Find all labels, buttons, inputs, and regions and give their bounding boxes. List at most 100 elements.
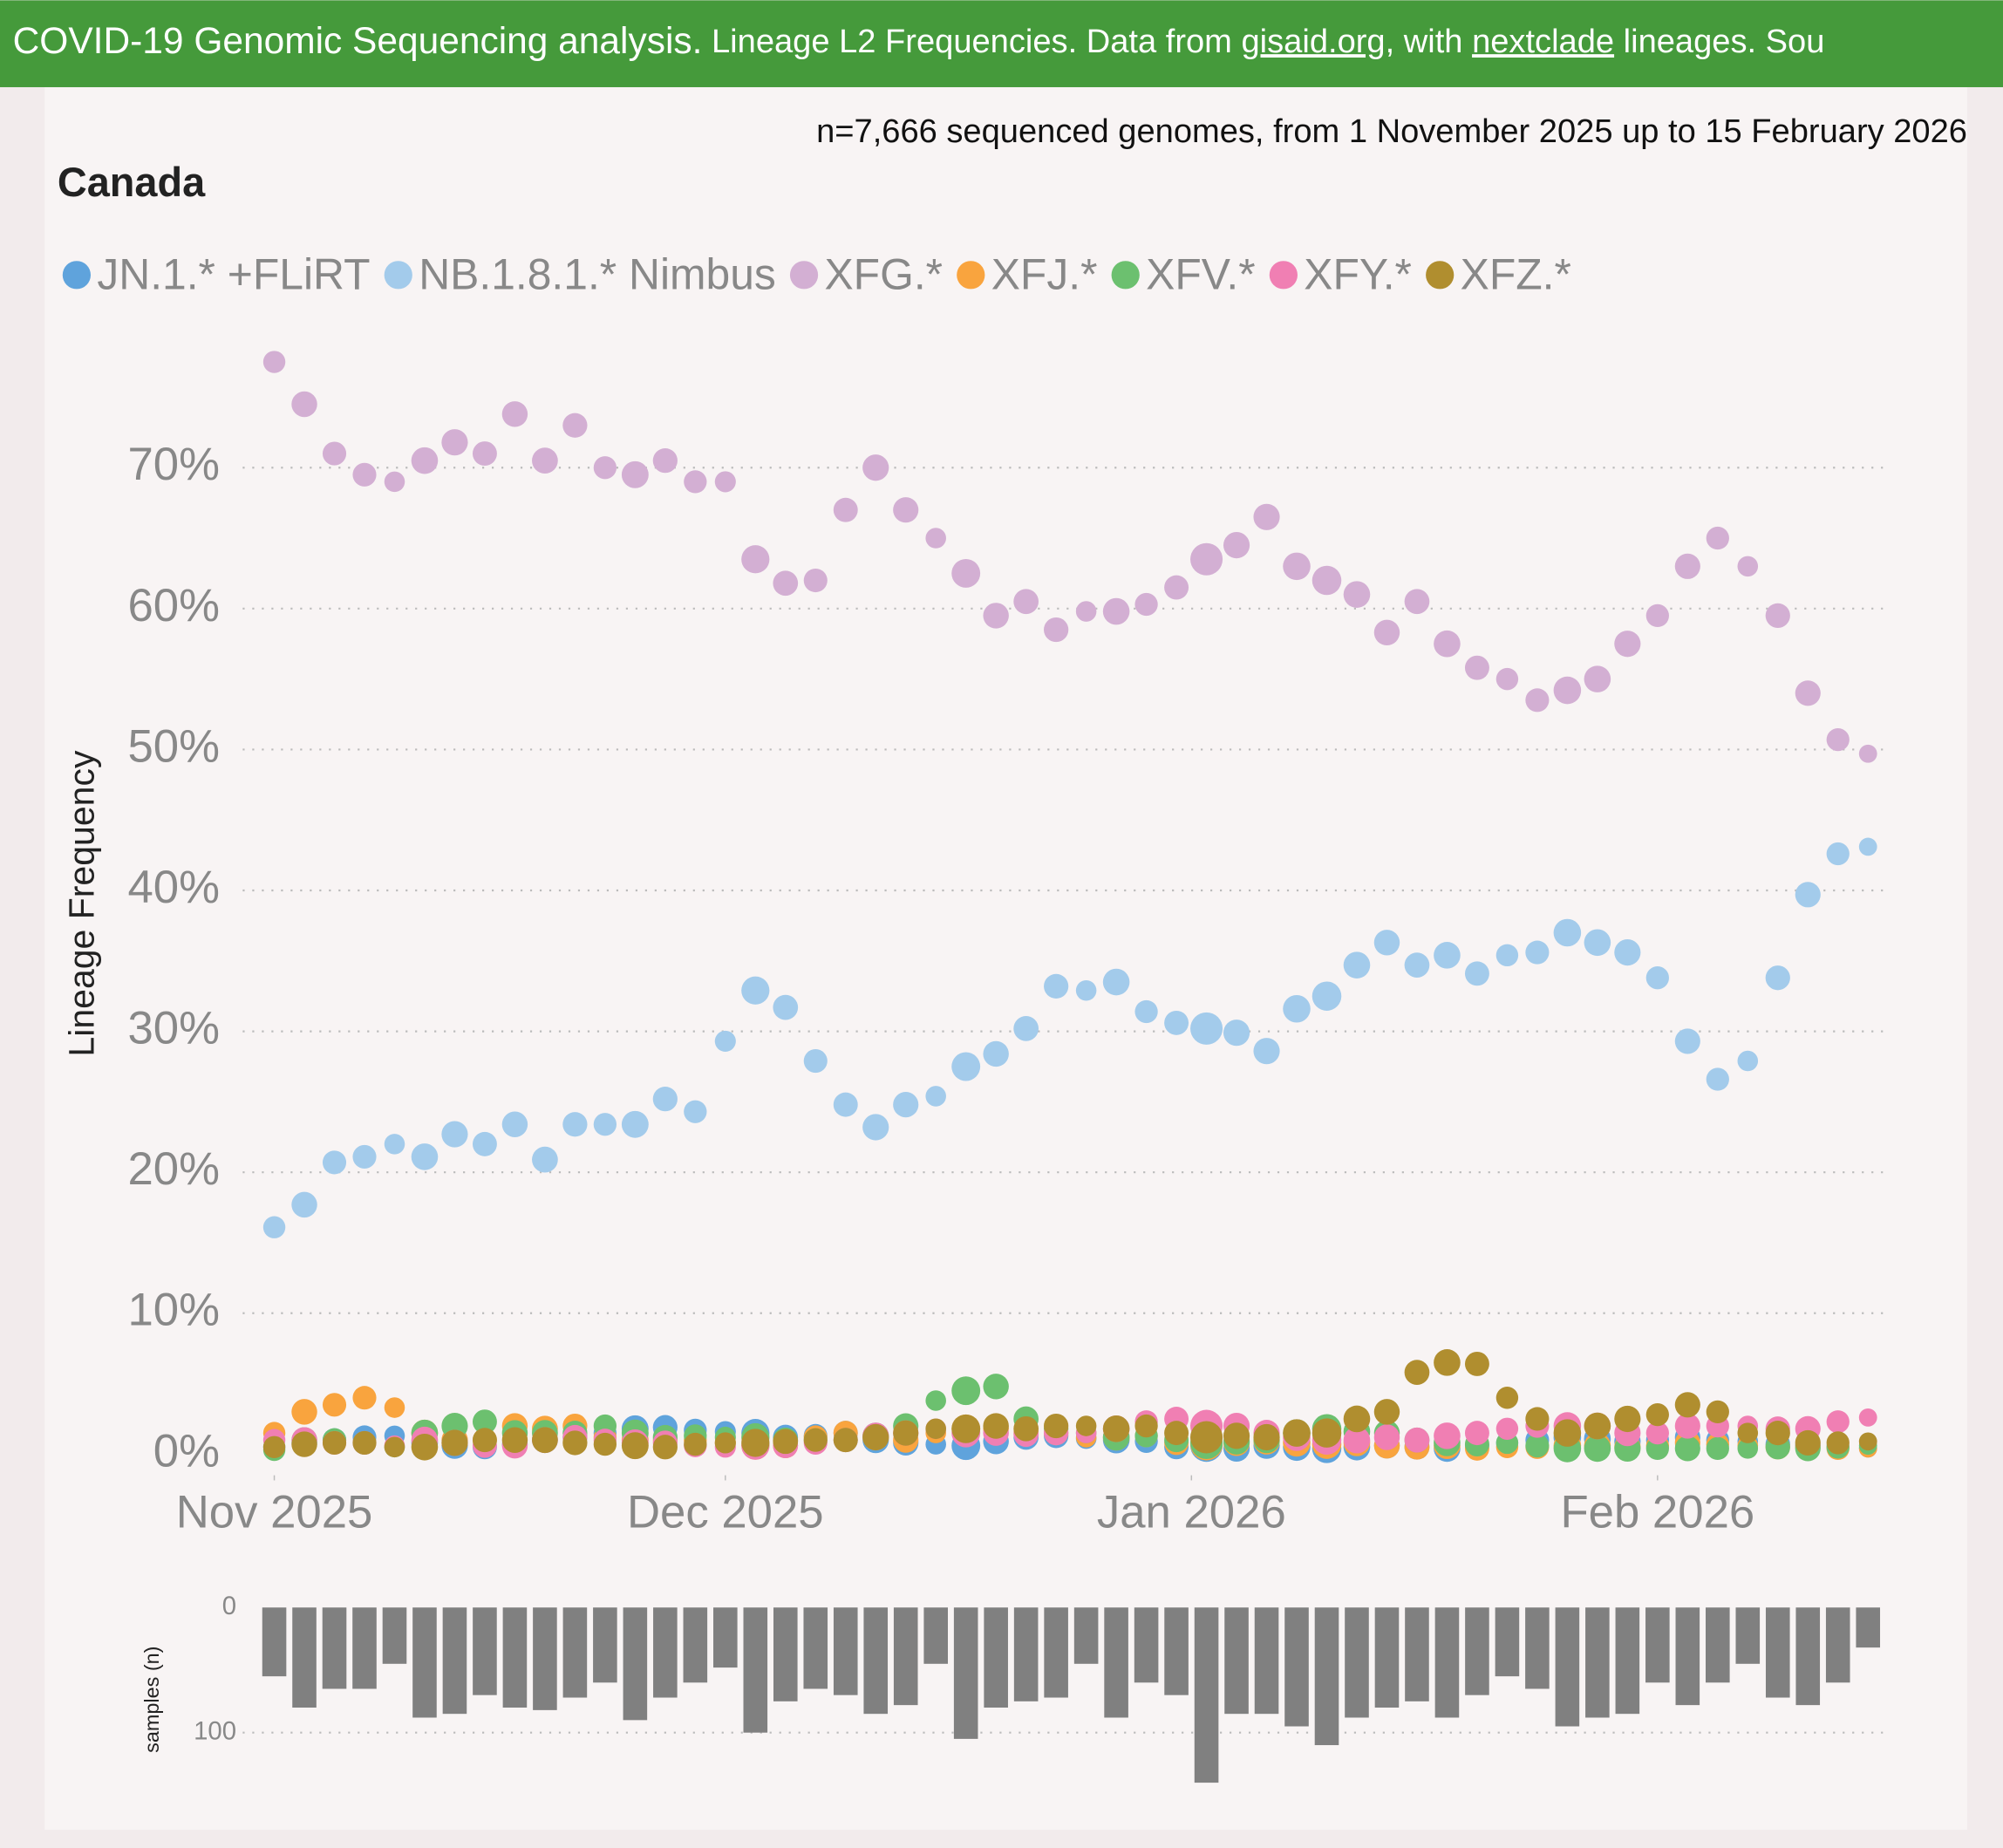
data-point — [472, 1131, 497, 1156]
legend: JN.1.* +FLiRT NB.1.8.1.* Nimbus XFG.* XFJ.*… — [62, 249, 1571, 298]
data-point — [951, 1052, 981, 1081]
bar — [1254, 1607, 1279, 1715]
data-point — [1253, 1038, 1280, 1065]
data-point — [1102, 1415, 1130, 1442]
data-point — [384, 1397, 405, 1418]
legend-label: XFG.* — [824, 249, 943, 298]
data-point — [1674, 1028, 1700, 1054]
data-point — [1223, 1019, 1250, 1047]
data-point — [621, 1110, 649, 1138]
data-point — [1075, 601, 1097, 622]
data-point — [411, 447, 439, 474]
bar — [292, 1607, 317, 1708]
data-point — [925, 1390, 946, 1411]
data-point — [1283, 1419, 1311, 1447]
data-point — [562, 1430, 588, 1456]
bar — [923, 1607, 948, 1664]
y-tick-label: 0 — [222, 1592, 236, 1620]
bar — [1615, 1607, 1640, 1715]
data-point — [1434, 1422, 1461, 1449]
data-point — [411, 1433, 439, 1461]
data-point — [621, 1432, 649, 1460]
data-point — [951, 558, 981, 588]
y-tick-label: 100 — [194, 1716, 236, 1745]
data-point — [1134, 999, 1158, 1024]
data-point — [1495, 667, 1519, 691]
header-part: COVID-19 Genomic Sequencing analysis. — [13, 21, 703, 62]
data-point — [472, 1409, 497, 1435]
data-point — [773, 994, 799, 1020]
data-point — [532, 447, 558, 474]
bar — [773, 1607, 798, 1701]
data-point — [1584, 929, 1611, 957]
data-point — [1645, 603, 1669, 628]
bar — [713, 1607, 738, 1668]
y-axis-label: Lineage Frequency — [62, 750, 102, 1057]
bar — [442, 1607, 467, 1715]
data-point — [593, 1432, 617, 1456]
data-point — [1614, 939, 1641, 966]
data-point — [1134, 1414, 1158, 1438]
header-link[interactable]: nextclade — [1472, 24, 1614, 60]
data-point — [501, 1427, 528, 1453]
data-point — [951, 1414, 981, 1443]
data-point — [1434, 630, 1461, 658]
bar — [1374, 1607, 1400, 1708]
bar — [1465, 1607, 1489, 1695]
bar — [562, 1607, 588, 1698]
data-point — [1614, 1405, 1641, 1433]
data-point — [803, 1048, 828, 1074]
data-point — [925, 1086, 946, 1107]
data-point — [1464, 1351, 1489, 1376]
data-point — [1102, 968, 1130, 996]
data-point — [833, 1092, 858, 1117]
data-point — [925, 528, 946, 549]
data-point — [1737, 556, 1759, 577]
data-point — [1044, 1413, 1069, 1439]
data-point — [472, 441, 497, 467]
data-point — [1311, 981, 1342, 1011]
data-point — [441, 1429, 468, 1456]
data-point — [1706, 1436, 1729, 1461]
data-point — [684, 1432, 707, 1456]
data-point — [1495, 1417, 1519, 1440]
data-point — [1283, 994, 1311, 1023]
data-point — [1343, 581, 1371, 608]
data-point — [1283, 552, 1311, 581]
data-point — [562, 413, 588, 438]
bar — [1044, 1607, 1068, 1698]
data-point — [684, 1100, 707, 1123]
data-point — [1311, 1418, 1342, 1448]
y-tick-label: 30% — [127, 1003, 220, 1054]
data-point — [262, 1216, 286, 1238]
bar — [1706, 1607, 1730, 1683]
data-point — [684, 470, 707, 494]
data-point — [1190, 1012, 1223, 1045]
bar — [473, 1607, 497, 1695]
data-point — [291, 1191, 317, 1218]
data-point — [1495, 944, 1519, 967]
data-point — [501, 1111, 528, 1137]
legend-marker — [1269, 261, 1298, 290]
data-point — [1706, 1400, 1729, 1424]
x-tick-label: Dec 2025 — [627, 1487, 824, 1538]
data-point — [1584, 665, 1611, 692]
legend-marker — [789, 261, 819, 290]
data-point — [1614, 631, 1641, 658]
data-point — [833, 497, 858, 522]
data-point — [262, 351, 286, 373]
legend-label: NB.1.8.1.* Nimbus — [419, 249, 776, 298]
bar — [1134, 1607, 1159, 1683]
data-point — [983, 603, 1009, 629]
data-point — [291, 1431, 317, 1457]
data-point — [1737, 1050, 1759, 1072]
bar — [1555, 1607, 1580, 1727]
data-point — [652, 1435, 678, 1460]
data-point — [441, 1121, 468, 1148]
header-link[interactable]: gisaid.org — [1242, 24, 1386, 60]
data-point — [773, 570, 799, 597]
data-point — [862, 1114, 889, 1141]
data-point — [1553, 1419, 1582, 1447]
data-point — [1706, 526, 1729, 550]
data-point — [1223, 1422, 1250, 1449]
